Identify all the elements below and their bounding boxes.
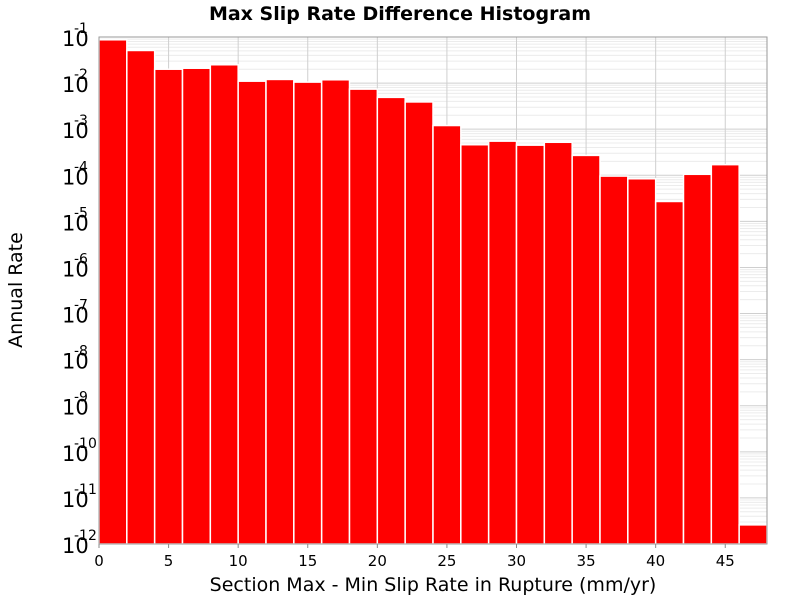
y-tick-label: 10 bbox=[62, 396, 89, 420]
histogram-bar bbox=[376, 96, 406, 545]
y-tick-exponent: -3 bbox=[74, 113, 88, 129]
y-tick-label: 10 bbox=[62, 27, 89, 51]
bar-series bbox=[98, 39, 768, 545]
x-tick-label: 25 bbox=[437, 552, 456, 570]
plot-frame bbox=[98, 36, 768, 545]
histogram-bar bbox=[543, 141, 573, 545]
y-tick-exponent: -1 bbox=[74, 21, 88, 37]
x-axis-label: Section Max - Min Slip Rate in Rupture (… bbox=[210, 574, 657, 596]
histogram-bar bbox=[515, 144, 546, 545]
y-tick-label: 10 bbox=[62, 119, 89, 143]
histogram-bar bbox=[654, 200, 685, 545]
y-axis-ticks: 10-1210-1110-1010-910-810-710-610-510-41… bbox=[62, 21, 97, 558]
y-tick-exponent: -2 bbox=[74, 67, 88, 83]
histogram-bar bbox=[404, 101, 434, 545]
histogram-bar bbox=[432, 124, 462, 545]
y-tick-exponent: -12 bbox=[74, 528, 97, 544]
histogram-bar bbox=[265, 78, 295, 545]
y-tick-exponent: -7 bbox=[74, 298, 88, 314]
y-tick-exponent: -8 bbox=[74, 344, 88, 360]
y-tick-label: 10 bbox=[62, 211, 89, 235]
y-tick-exponent: -4 bbox=[74, 159, 88, 175]
y-tick-label: 10 bbox=[62, 73, 89, 97]
y-tick-exponent: -6 bbox=[74, 251, 88, 267]
histogram-bar bbox=[710, 163, 740, 545]
y-tick-label: 10 bbox=[62, 488, 89, 512]
histogram-bar bbox=[738, 524, 768, 545]
chart-title: Max Slip Rate Difference Histogram bbox=[209, 3, 591, 25]
histogram-bar bbox=[348, 88, 379, 545]
histogram-bar bbox=[293, 81, 323, 545]
x-axis-ticks: 0 5 10 15 20 25 30 35 40 45 bbox=[94, 544, 735, 570]
y-tick-label: 10 bbox=[62, 534, 89, 558]
histogram-bar bbox=[181, 67, 212, 545]
histogram-bar bbox=[320, 79, 351, 545]
x-tick-label: 40 bbox=[646, 552, 665, 570]
histogram-bar bbox=[571, 154, 601, 545]
x-tick-label: 10 bbox=[229, 552, 248, 570]
y-tick-exponent: -10 bbox=[74, 436, 97, 452]
x-tick-label: 30 bbox=[507, 552, 526, 570]
y-tick-label: 10 bbox=[62, 165, 89, 189]
histogram-bar bbox=[682, 173, 713, 545]
x-tick-label: 15 bbox=[298, 552, 317, 570]
y-tick-label: 10 bbox=[62, 442, 89, 466]
x-tick-label: 45 bbox=[716, 552, 735, 570]
x-tick-label: 35 bbox=[577, 552, 596, 570]
x-tick-label: 0 bbox=[94, 552, 104, 570]
y-tick-label: 10 bbox=[62, 257, 89, 281]
x-tick-label: 20 bbox=[368, 552, 387, 570]
histogram-bar bbox=[460, 143, 490, 545]
histogram-bar bbox=[209, 63, 239, 545]
y-tick-label: 10 bbox=[62, 350, 89, 374]
y-tick-exponent: -11 bbox=[74, 482, 97, 498]
y-tick-exponent: -9 bbox=[74, 390, 88, 406]
y-tick-label: 10 bbox=[62, 304, 89, 328]
histogram-bar bbox=[599, 175, 629, 545]
histogram-bar bbox=[98, 39, 128, 545]
histogram-bar bbox=[237, 80, 267, 545]
x-tick-label: 5 bbox=[164, 552, 174, 570]
histogram-bar bbox=[487, 140, 518, 545]
histogram-bar bbox=[126, 49, 156, 545]
y-tick-exponent: -5 bbox=[74, 205, 88, 221]
histogram-bar bbox=[627, 178, 657, 545]
histogram-bar bbox=[153, 68, 184, 545]
y-axis-label: Annual Rate bbox=[5, 232, 27, 348]
